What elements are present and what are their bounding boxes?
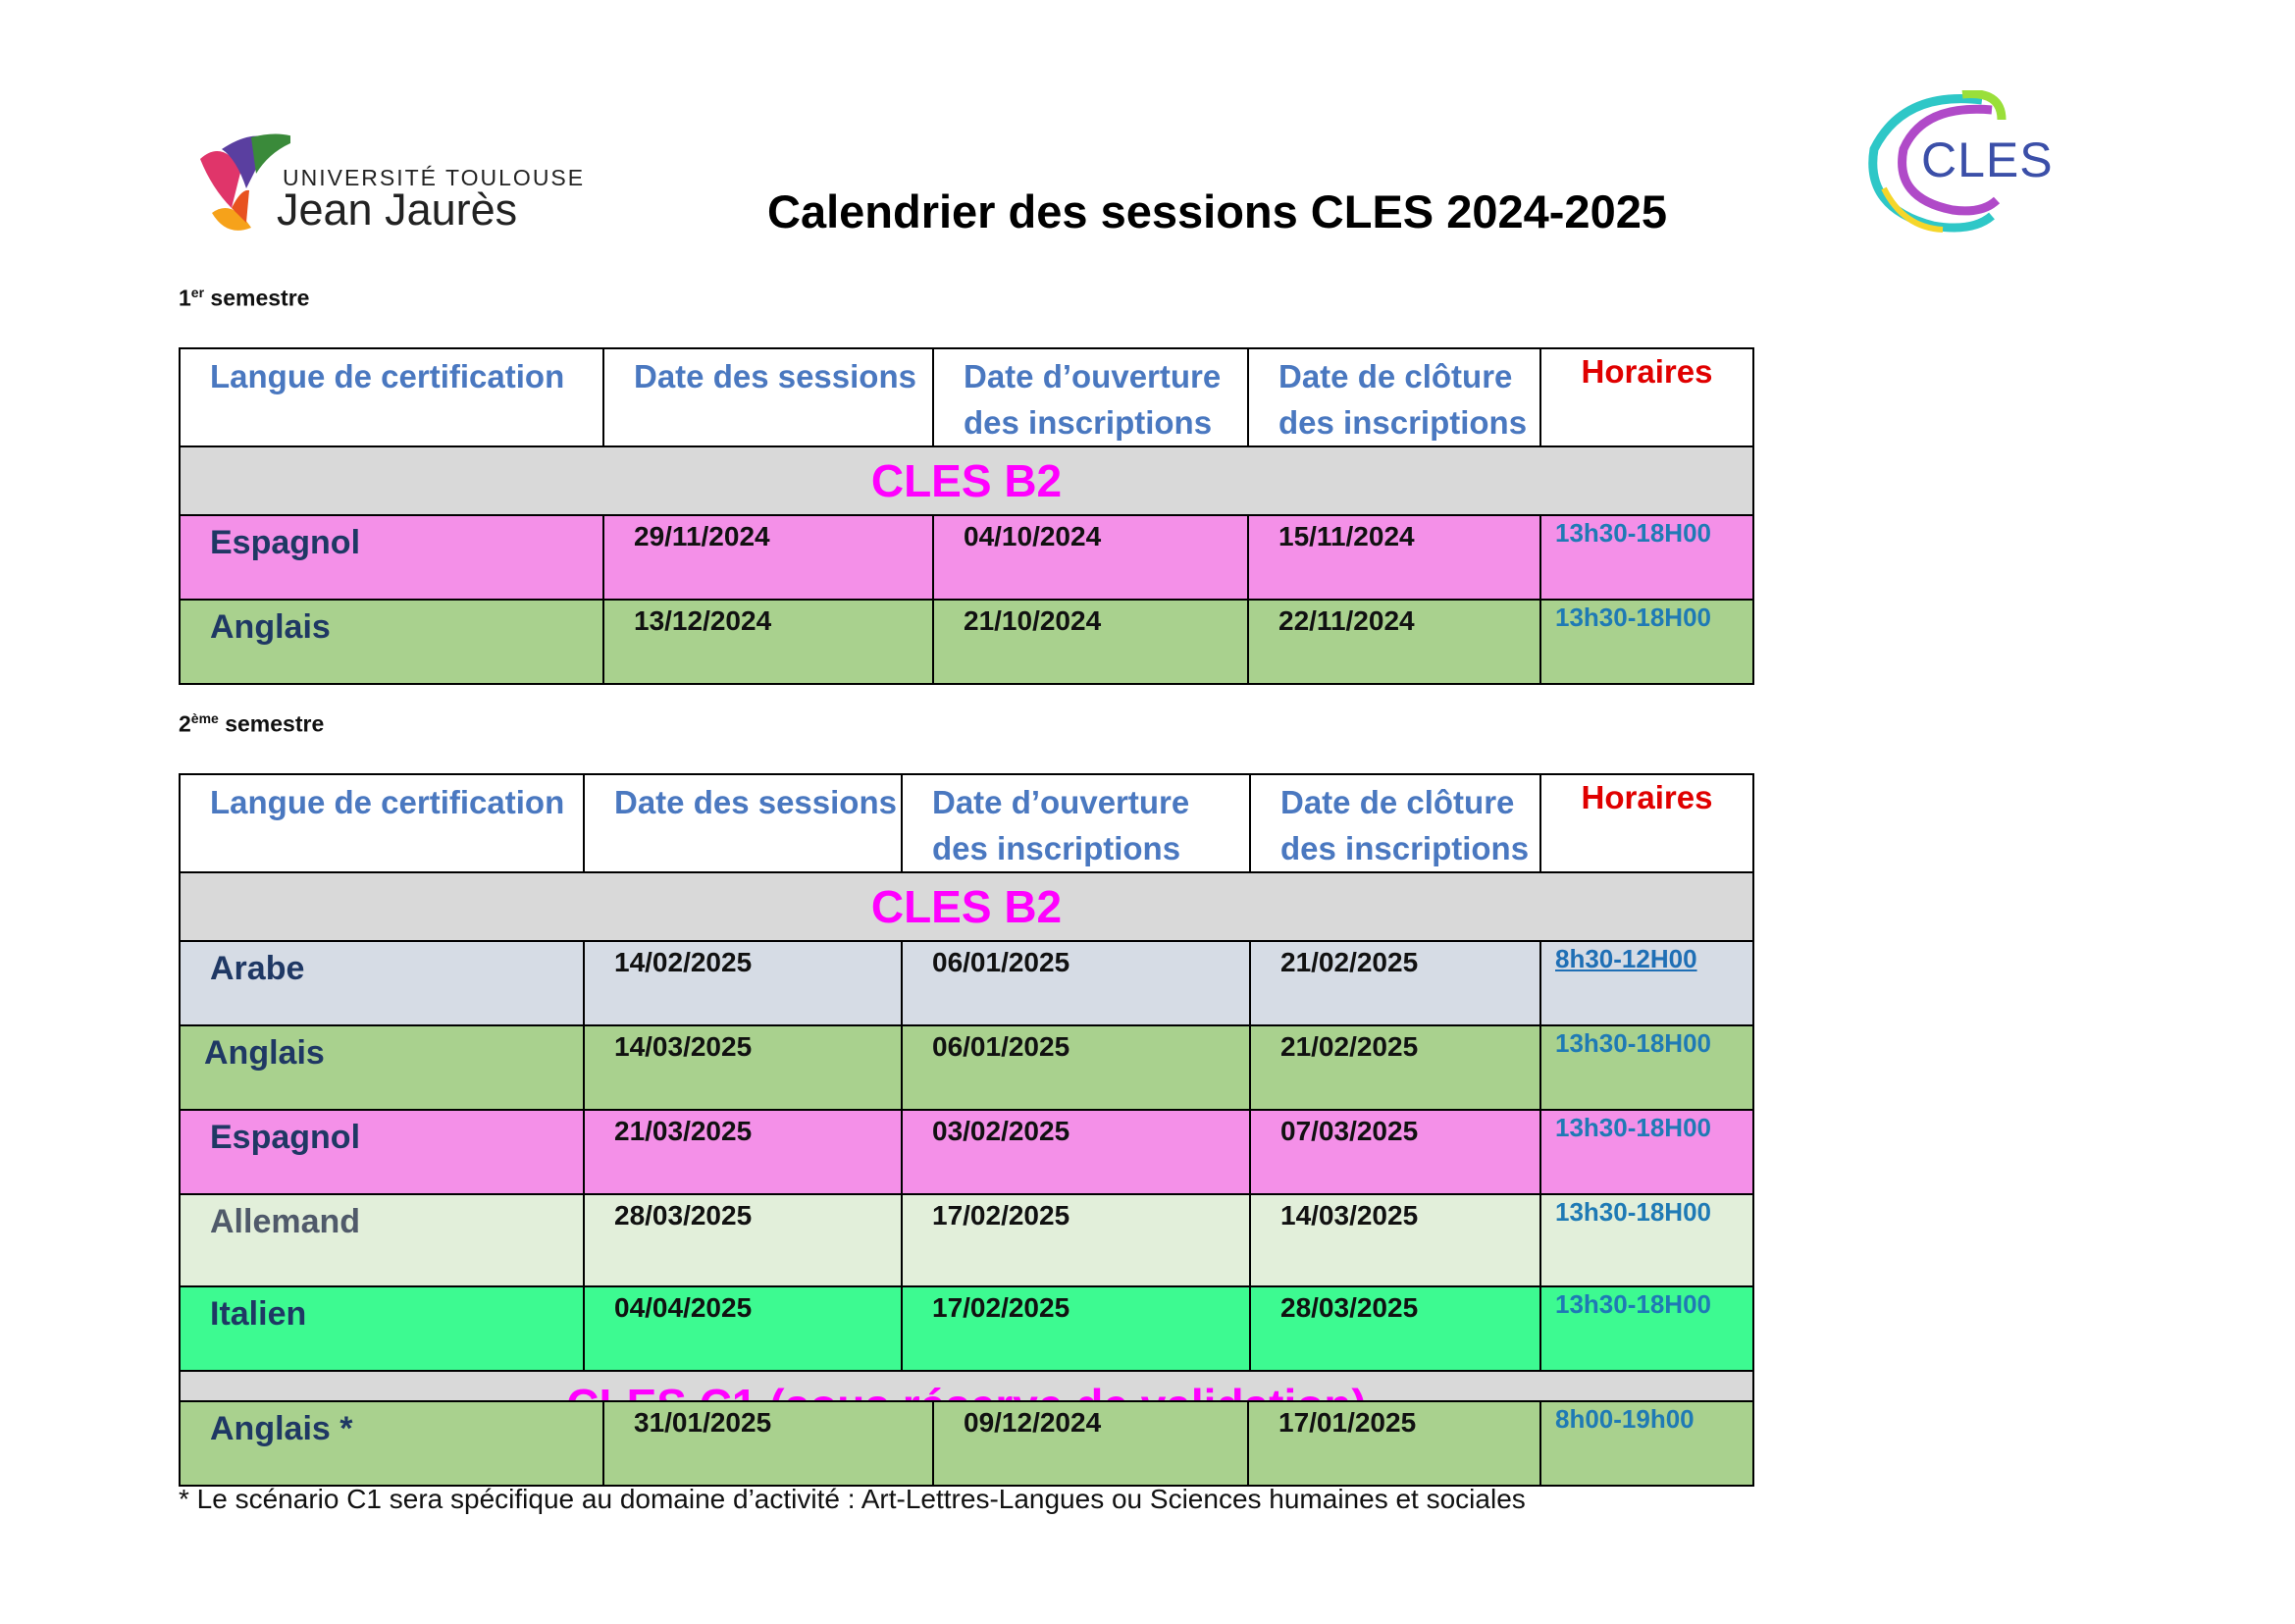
col-session: Date des sessions — [583, 773, 903, 873]
cell-session: 29/11/2024 — [602, 514, 934, 601]
col-horaires: Horaires — [1539, 773, 1754, 873]
cell-horaires-link[interactable]: 8h30-12H00 — [1539, 940, 1754, 1026]
table-row: Anglais 13/12/2024 21/10/2024 22/11/2024… — [179, 599, 1754, 685]
cell-session: 21/03/2025 — [583, 1109, 903, 1195]
cell-ouverture: 04/10/2024 — [932, 514, 1249, 601]
logo-line1: UNIVERSITÉ TOULOUSE — [283, 165, 586, 190]
col-cloture: Date de clôture des inscriptions — [1247, 347, 1541, 447]
cell-horaires: 13h30-18H00 — [1539, 599, 1754, 685]
semester1-label: 1er semestre — [179, 285, 310, 311]
cles-logo-text: CLES — [1921, 132, 2054, 187]
cell-langue: Espagnol — [179, 514, 604, 601]
cell-session: 14/02/2025 — [583, 940, 903, 1026]
cell-horaires: 13h30-18H00 — [1539, 1024, 1754, 1111]
cell-horaires: 13h30-18H00 — [1539, 1285, 1754, 1372]
page-title: Calendrier des sessions CLES 2024-2025 — [767, 185, 1667, 237]
cell-ouverture: 17/02/2025 — [901, 1285, 1251, 1372]
section-cles-b2: CLES B2 — [179, 445, 1754, 516]
semester2-label: 2ème semestre — [179, 710, 325, 737]
col-session: Date des sessions — [602, 347, 934, 447]
table-row: Allemand 28/03/2025 17/02/2025 14/03/202… — [179, 1193, 1754, 1287]
cell-cloture: 28/03/2025 — [1249, 1285, 1541, 1372]
cell-session: 13/12/2024 — [602, 599, 934, 685]
cell-ouverture: 06/01/2025 — [901, 1024, 1251, 1111]
section-row: CLES B2 — [179, 871, 1754, 942]
table-row: Anglais * 31/01/2025 09/12/2024 17/01/20… — [179, 1400, 1754, 1487]
cell-session: 31/01/2025 — [602, 1400, 934, 1487]
cell-cloture: 22/11/2024 — [1247, 599, 1541, 685]
cell-ouverture: 09/12/2024 — [932, 1400, 1249, 1487]
table-row: Espagnol 29/11/2024 04/10/2024 15/11/202… — [179, 514, 1754, 601]
cles-logo-rings-icon — [1868, 89, 2007, 233]
table-header-row: Langue de certification Date des session… — [179, 347, 1754, 447]
section-cles-b2: CLES B2 — [179, 871, 1754, 942]
cell-cloture: 21/02/2025 — [1249, 940, 1541, 1026]
cell-cloture: 15/11/2024 — [1247, 514, 1541, 601]
table-row: Espagnol 21/03/2025 03/02/2025 07/03/202… — [179, 1109, 1754, 1195]
cell-ouverture: 06/01/2025 — [901, 940, 1251, 1026]
cell-horaires: 13h30-18H00 — [1539, 1109, 1754, 1195]
cell-ouverture: 21/10/2024 — [932, 599, 1249, 685]
cell-cloture: 07/03/2025 — [1249, 1109, 1541, 1195]
logo-line2: Jean Jaurès — [277, 184, 518, 235]
table-header-row: Langue de certification Date des session… — [179, 773, 1754, 873]
col-ouverture: Date d’ouverture des inscriptions — [932, 347, 1249, 447]
col-langue: Langue de certification — [179, 773, 585, 873]
table-row: Arabe 14/02/2025 06/01/2025 21/02/2025 8… — [179, 940, 1754, 1026]
col-langue: Langue de certification — [179, 347, 604, 447]
cell-cloture: 14/03/2025 — [1249, 1193, 1541, 1287]
cell-langue: Allemand — [179, 1193, 585, 1287]
cell-horaires: 13h30-18H00 — [1539, 1193, 1754, 1287]
table-row: Italien 04/04/2025 17/02/2025 28/03/2025… — [179, 1285, 1754, 1372]
col-cloture: Date de clôture des inscriptions — [1249, 773, 1541, 873]
cell-session: 04/04/2025 — [583, 1285, 903, 1372]
cell-ouverture: 03/02/2025 — [901, 1109, 1251, 1195]
col-horaires: Horaires — [1539, 347, 1754, 447]
cell-session: 14/03/2025 — [583, 1024, 903, 1111]
university-logo-mark-icon — [200, 133, 300, 231]
col-ouverture: Date d’ouverture des inscriptions — [901, 773, 1251, 873]
semester2-table: Langue de certification Date des session… — [179, 773, 1754, 1441]
table-row: Anglais 14/03/2025 06/01/2025 21/02/2025… — [179, 1024, 1754, 1111]
c1-table: Anglais * 31/01/2025 09/12/2024 17/01/20… — [179, 1400, 1754, 1487]
cell-cloture: 21/02/2025 — [1249, 1024, 1541, 1111]
semester1-table: Langue de certification Date des session… — [179, 347, 1754, 685]
cell-horaires: 8h00-19h00 — [1539, 1400, 1754, 1487]
cell-langue: Italien — [179, 1285, 585, 1372]
section-row: CLES B2 — [179, 445, 1754, 516]
cell-ouverture: 17/02/2025 — [901, 1193, 1251, 1287]
cell-session: 28/03/2025 — [583, 1193, 903, 1287]
footnote: * Le scénario C1 sera spécifique au doma… — [179, 1484, 1526, 1514]
university-logo: UNIVERSITÉ TOULOUSE Jean Jaurès — [192, 130, 614, 237]
cell-horaires: 13h30-18H00 — [1539, 514, 1754, 601]
cell-langue: Arabe — [179, 940, 585, 1026]
cell-langue: Anglais * — [179, 1400, 604, 1487]
cell-langue: Espagnol — [179, 1109, 585, 1195]
cell-cloture: 17/01/2025 — [1247, 1400, 1541, 1487]
cell-langue: Anglais — [179, 599, 604, 685]
cles-logo: CLES — [1864, 89, 2060, 237]
cell-langue: Anglais — [179, 1024, 585, 1111]
